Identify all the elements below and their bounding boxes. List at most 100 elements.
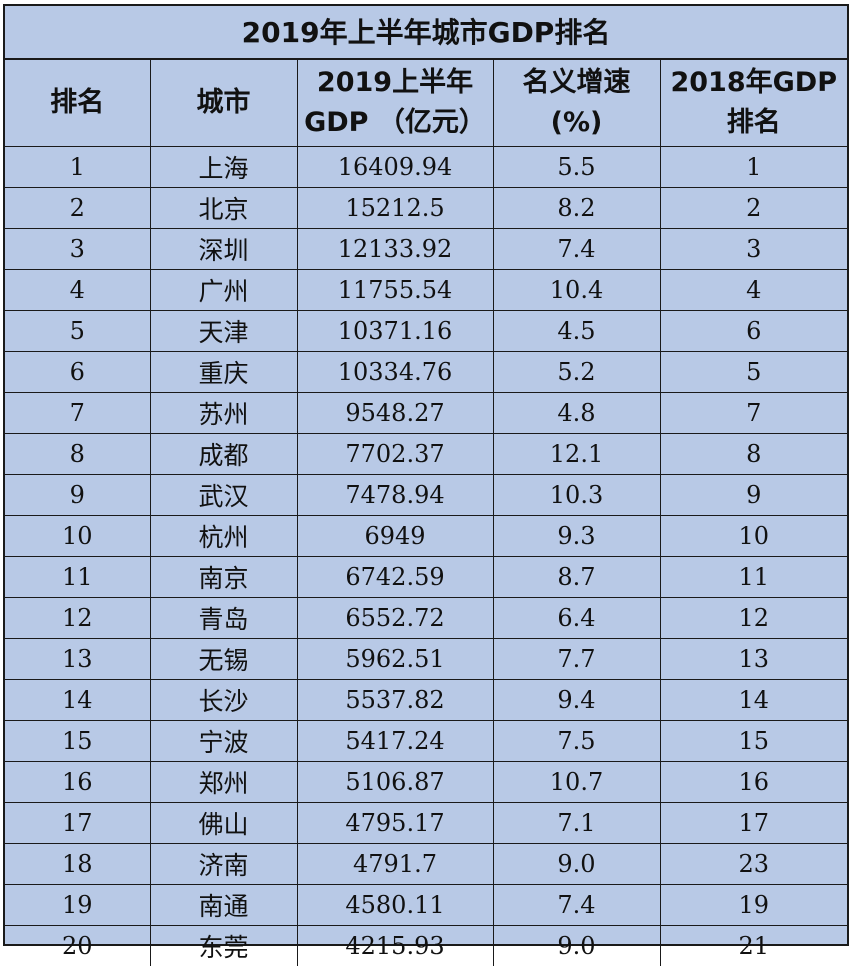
cell-city: 成都 [150, 434, 297, 475]
cell-city: 南通 [150, 885, 297, 926]
cell-growth: 7.4 [493, 229, 660, 270]
cell-growth: 8.2 [493, 188, 660, 229]
header-city: 城市 [150, 60, 297, 147]
cell-growth: 8.7 [493, 557, 660, 598]
cell-gdp: 5962.51 [297, 639, 493, 680]
cell-growth: 7.1 [493, 803, 660, 844]
cell-gdp: 5417.24 [297, 721, 493, 762]
cell-growth: 7.5 [493, 721, 660, 762]
header-rank-2018: 2018年GDP 排名 [660, 60, 847, 147]
cell-city: 广州 [150, 270, 297, 311]
cell-gdp: 4795.17 [297, 803, 493, 844]
cell-rank: 9 [5, 475, 150, 516]
cell-city: 宁波 [150, 721, 297, 762]
cell-rank: 20 [5, 926, 150, 966]
cell-city: 无锡 [150, 639, 297, 680]
cell-rank: 7 [5, 393, 150, 434]
cell-rank-2018: 2 [660, 188, 847, 229]
header-rank: 排名 [5, 60, 150, 147]
cell-rank-2018: 8 [660, 434, 847, 475]
cell-growth: 9.0 [493, 844, 660, 885]
cell-rank: 2 [5, 188, 150, 229]
cell-city: 佛山 [150, 803, 297, 844]
cell-rank-2018: 4 [660, 270, 847, 311]
cell-rank-2018: 15 [660, 721, 847, 762]
cell-city: 重庆 [150, 352, 297, 393]
cell-growth: 10.3 [493, 475, 660, 516]
cell-rank-2018: 17 [660, 803, 847, 844]
header-gdp: 2019上半年 GDP （亿元） [297, 60, 493, 147]
table-title: 2019年上半年城市GDP排名 [5, 6, 847, 60]
cell-rank-2018: 13 [660, 639, 847, 680]
cell-gdp: 11755.54 [297, 270, 493, 311]
cell-growth: 6.4 [493, 598, 660, 639]
cell-city: 长沙 [150, 680, 297, 721]
gdp-table: 排名 城市 2019上半年 GDP （亿元） 名义增速 (%) 2018年GDP… [5, 60, 847, 966]
cell-growth: 12.1 [493, 434, 660, 475]
cell-rank-2018: 7 [660, 393, 847, 434]
cell-gdp: 15212.5 [297, 188, 493, 229]
cell-gdp: 7478.94 [297, 475, 493, 516]
cell-growth: 4.8 [493, 393, 660, 434]
cell-rank-2018: 16 [660, 762, 847, 803]
cell-gdp: 6742.59 [297, 557, 493, 598]
cell-city: 苏州 [150, 393, 297, 434]
cell-growth: 5.2 [493, 352, 660, 393]
header-gdp-line1: 2019上半年 [298, 63, 493, 103]
cell-rank: 17 [5, 803, 150, 844]
cell-city: 杭州 [150, 516, 297, 557]
cell-city: 武汉 [150, 475, 297, 516]
cell-rank: 8 [5, 434, 150, 475]
cell-rank-2018: 3 [660, 229, 847, 270]
cell-rank: 10 [5, 516, 150, 557]
cell-growth: 9.4 [493, 680, 660, 721]
cell-gdp: 10371.16 [297, 311, 493, 352]
cell-rank-2018: 14 [660, 680, 847, 721]
cell-rank: 14 [5, 680, 150, 721]
header-gdp-line2: GDP （亿元） [298, 103, 493, 143]
cell-rank-2018: 11 [660, 557, 847, 598]
cell-growth: 9.3 [493, 516, 660, 557]
cell-growth: 10.4 [493, 270, 660, 311]
cell-gdp: 4580.11 [297, 885, 493, 926]
cell-rank-2018: 10 [660, 516, 847, 557]
cell-rank-2018: 21 [660, 926, 847, 966]
cell-rank: 4 [5, 270, 150, 311]
cell-gdp: 7702.37 [297, 434, 493, 475]
cell-gdp: 4215.93 [297, 926, 493, 966]
cell-rank-2018: 9 [660, 475, 847, 516]
cell-city: 东莞 [150, 926, 297, 966]
cell-city: 郑州 [150, 762, 297, 803]
cell-rank: 3 [5, 229, 150, 270]
header-rank-2018-line2: 排名 [661, 103, 848, 143]
cell-rank: 11 [5, 557, 150, 598]
header-growth: 名义增速 (%) [493, 60, 660, 147]
cell-rank: 15 [5, 721, 150, 762]
cell-growth: 7.7 [493, 639, 660, 680]
gdp-ranking-sheet: 2019年上半年城市GDP排名 排名 城市 2019上半年 GDP （亿元） 名… [3, 4, 849, 946]
cell-gdp: 9548.27 [297, 393, 493, 434]
cell-rank-2018: 1 [660, 147, 847, 188]
cell-rank: 18 [5, 844, 150, 885]
cell-gdp: 5106.87 [297, 762, 493, 803]
cell-city: 济南 [150, 844, 297, 885]
cell-growth: 10.7 [493, 762, 660, 803]
cell-growth: 4.5 [493, 311, 660, 352]
cell-rank: 6 [5, 352, 150, 393]
cell-growth: 7.4 [493, 885, 660, 926]
header-growth-line2: (%) [494, 103, 660, 143]
cell-rank-2018: 6 [660, 311, 847, 352]
cell-rank: 13 [5, 639, 150, 680]
